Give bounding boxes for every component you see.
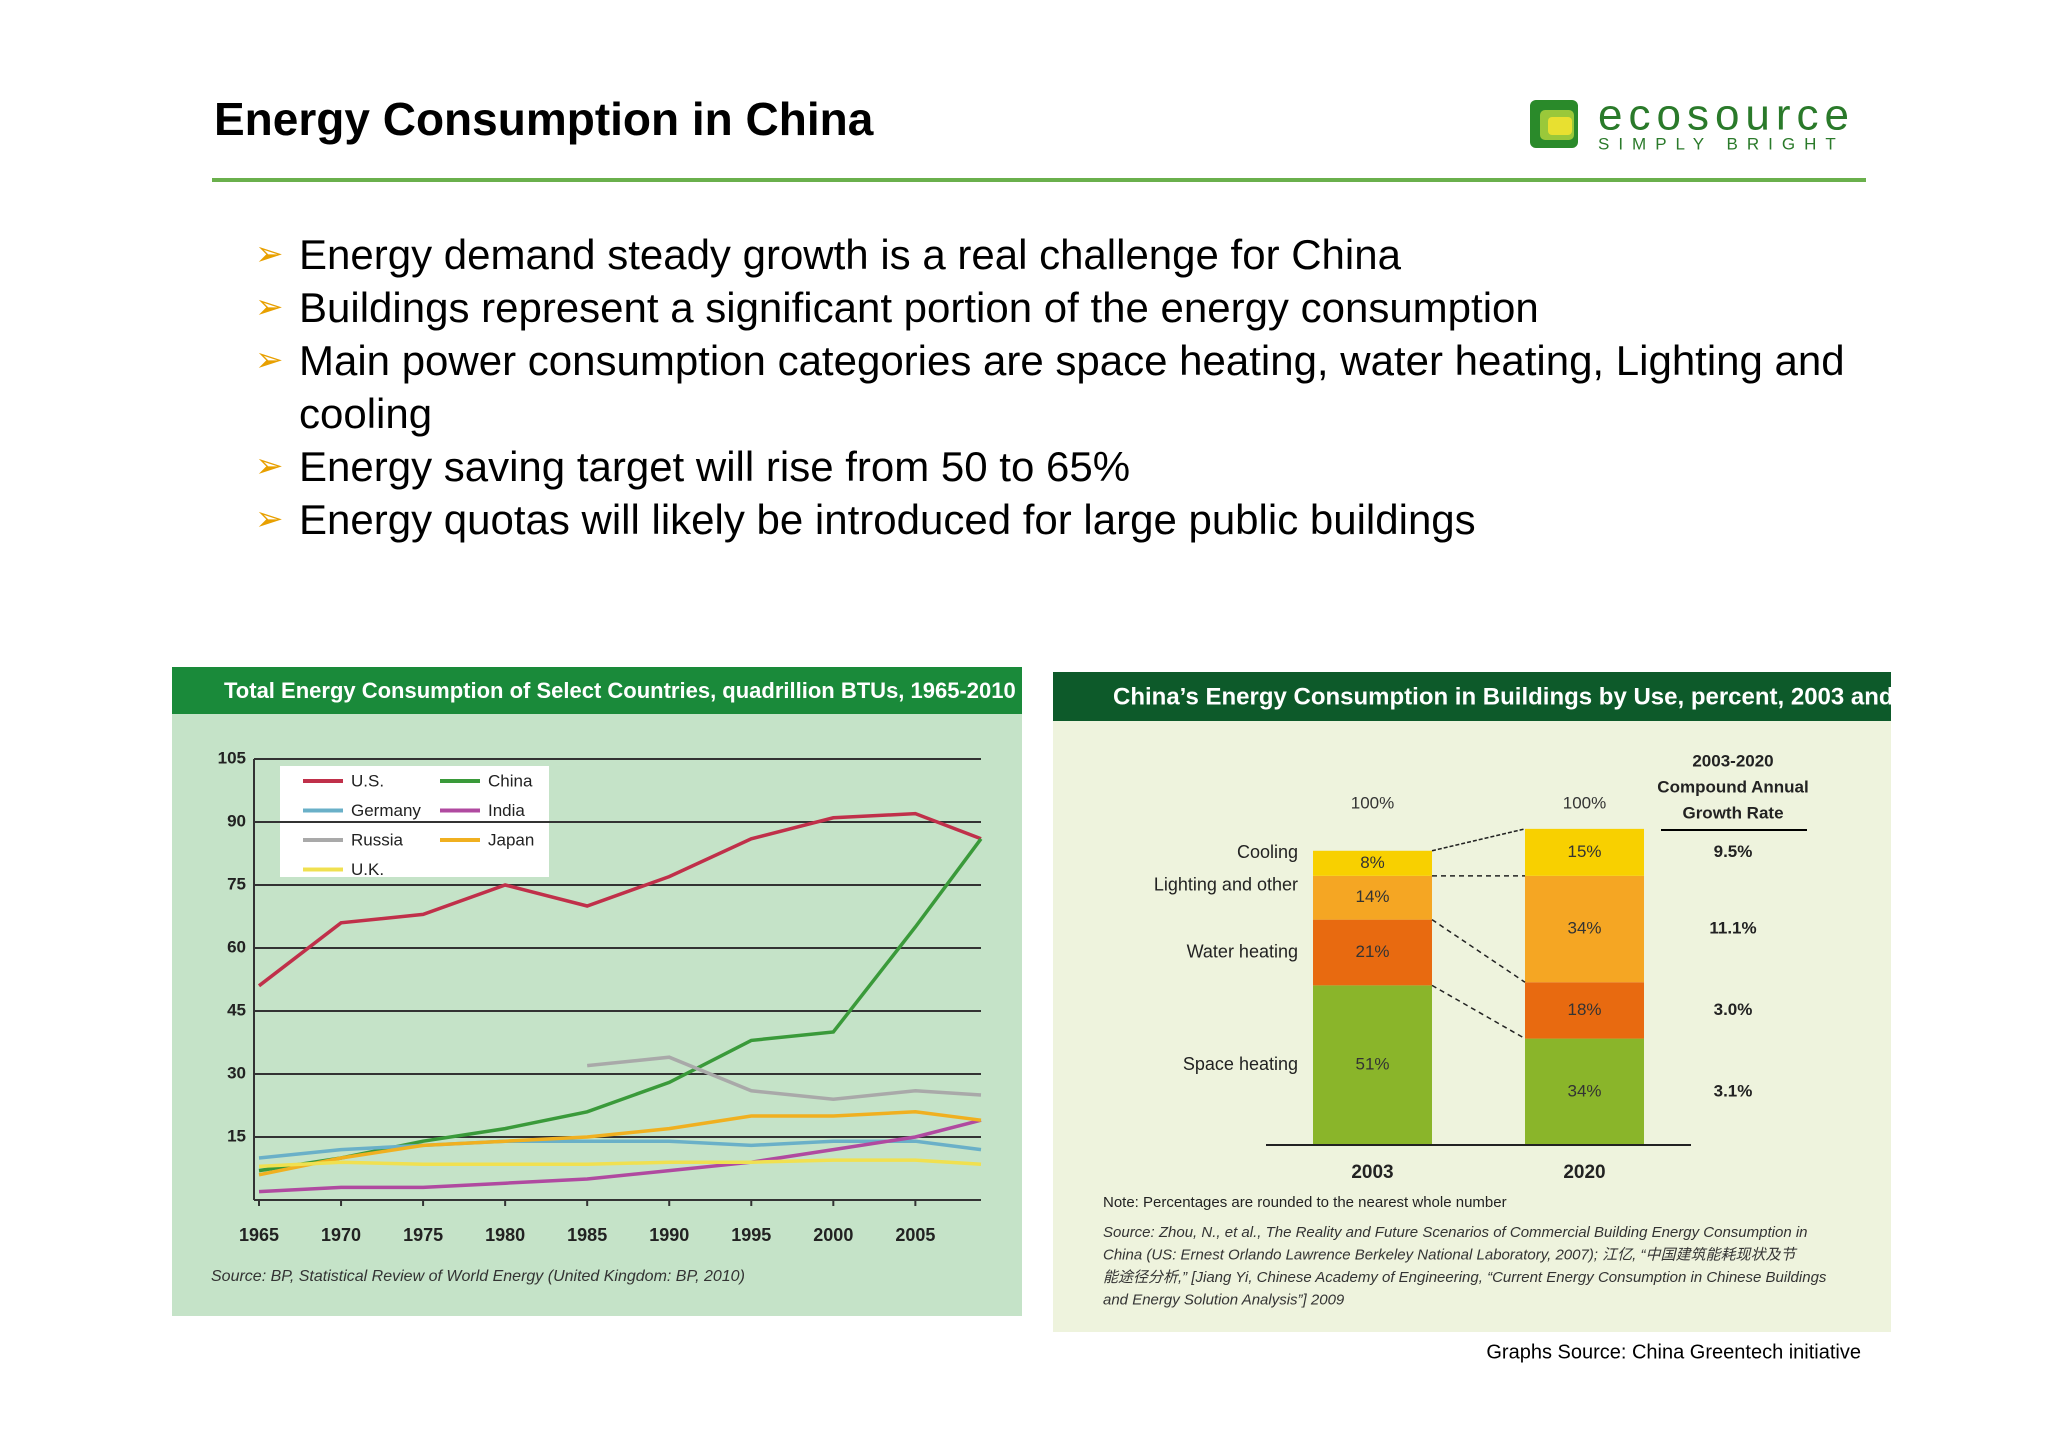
legend-label: U.K. <box>351 860 384 879</box>
bullet: Energy demand steady growth is a real ch… <box>255 228 1855 281</box>
value-label: 34% <box>1567 919 1601 938</box>
legend-label: China <box>488 771 533 790</box>
top-label: 100% <box>1563 793 1606 812</box>
bar-segment <box>1313 919 1432 986</box>
bullet: Main power consumption categories are sp… <box>255 334 1855 440</box>
x-tick-label: 2020 <box>1563 1162 1605 1183</box>
series-line <box>258 1139 982 1160</box>
bar-segment <box>1525 828 1644 876</box>
y-tick-label: 90 <box>227 811 246 830</box>
slide-title: Energy Consumption in China <box>214 93 874 145</box>
chart1-header <box>172 667 1022 714</box>
logo-tagline: SIMPLY BRIGHT <box>1598 134 1845 153</box>
value-label: 21% <box>1355 942 1389 961</box>
x-tick-label: 1970 <box>321 1225 361 1245</box>
growth-header: 2003-2020 <box>1692 751 1773 770</box>
logo: ecosource SIMPLY BRIGHT <box>1530 91 1855 153</box>
x-tick-label: 1975 <box>403 1225 443 1245</box>
series-line <box>258 1158 982 1169</box>
bar-segment <box>1313 850 1432 876</box>
chart2-source: China (US: Ernest Orlando Lawrence Berke… <box>1103 1246 1797 1263</box>
x-tick-label: 2000 <box>813 1225 853 1245</box>
x-tick-label: 2003 <box>1351 1162 1393 1183</box>
bar-segment <box>1525 1038 1644 1145</box>
connector <box>1431 919 1526 983</box>
y-tick-label: 75 <box>227 874 246 893</box>
value-label: 8% <box>1360 853 1385 872</box>
bar-segment <box>1313 985 1432 1145</box>
value-label: 15% <box>1567 842 1601 861</box>
chart2-note: Note: Percentages are rounded to the nea… <box>1103 1194 1507 1211</box>
top-label: 100% <box>1351 793 1394 812</box>
value-label: 14% <box>1355 887 1389 906</box>
legend-label: India <box>488 801 525 820</box>
legend-label: Japan <box>488 830 534 849</box>
x-tick-label: 1965 <box>239 1225 279 1245</box>
growth-rate: 11.1% <box>1709 919 1756 938</box>
bullet: Energy quotas will likely be introduced … <box>255 493 1855 546</box>
x-tick-label: 1990 <box>649 1225 689 1245</box>
series-line <box>587 1055 982 1101</box>
chart2-source: 能途径分析,” [Jiang Yi, Chinese Academy of En… <box>1103 1269 1827 1286</box>
growth-rate: 3.1% <box>1714 1081 1753 1100</box>
value-label: 34% <box>1567 1081 1601 1100</box>
logo-text: ecosource <box>1598 91 1855 140</box>
legend-label: Germany <box>351 801 421 820</box>
x-tick-label: 2005 <box>895 1225 935 1245</box>
connector <box>1431 828 1526 852</box>
bullet: Buildings represent a significant portio… <box>255 281 1855 334</box>
growth-rate: 3.0% <box>1714 1000 1753 1019</box>
x-tick-label: 1985 <box>567 1225 607 1245</box>
legend-label: Russia <box>351 830 404 849</box>
growth-rate: 9.5% <box>1714 842 1753 861</box>
bullet: Energy saving target will rise from 50 t… <box>255 440 1855 493</box>
y-tick-label: 45 <box>227 1000 246 1019</box>
legend-label: U.S. <box>351 771 384 790</box>
series-line <box>258 837 983 1173</box>
bar-segment <box>1525 982 1644 1039</box>
segment-name: Space heating <box>1183 1054 1298 1074</box>
x-tick-label: 1995 <box>731 1225 771 1245</box>
chart2-source: and Energy Solution Analysis”] 2009 <box>1103 1291 1345 1308</box>
y-tick-label: 60 <box>227 937 246 956</box>
growth-header: Compound Annual <box>1657 777 1808 796</box>
series-line <box>258 1110 982 1177</box>
segment-name: Water heating <box>1187 941 1298 961</box>
value-label: 18% <box>1567 1000 1601 1019</box>
y-tick-label: 30 <box>227 1063 246 1082</box>
chart2-header <box>1053 672 1891 721</box>
chart1-source: Source: BP, Statistical Review of World … <box>211 1268 745 1285</box>
chart2-bg <box>1053 672 1891 1332</box>
chart2-title: China’s Energy Consumption in Buildings … <box>1113 683 1954 710</box>
value-label: 51% <box>1355 1055 1389 1074</box>
chart1-bg <box>172 667 1022 1316</box>
segment-name: Lighting and other <box>1154 874 1298 894</box>
y-tick-label: 15 <box>227 1126 246 1145</box>
footer: Graphs Source: China Greentech initiativ… <box>1486 1341 1861 1363</box>
series-line <box>258 1118 982 1194</box>
bar-segment <box>1525 875 1644 983</box>
growth-header: Growth Rate <box>1682 803 1783 822</box>
bullet-list: Energy demand steady growth is a real ch… <box>255 228 1855 546</box>
bar-segment <box>1313 875 1432 920</box>
chart2-source: Source: Zhou, N., et al., The Reality an… <box>1103 1224 1808 1241</box>
series-line <box>257 811 982 988</box>
chart1-title: Total Energy Consumption of Select Count… <box>224 678 1016 703</box>
y-tick-label: 105 <box>218 748 246 767</box>
x-tick-label: 1980 <box>485 1225 525 1245</box>
segment-name: Cooling <box>1237 842 1298 862</box>
